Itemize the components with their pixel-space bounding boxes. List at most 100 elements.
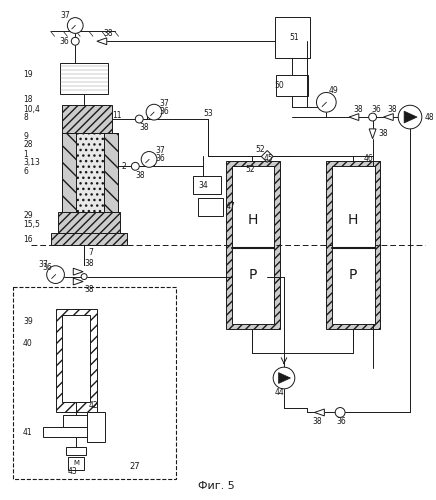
Circle shape: [273, 367, 295, 389]
Bar: [276, 74, 308, 96]
Text: 11: 11: [112, 110, 122, 120]
Text: P: P: [248, 268, 257, 281]
Bar: [66, 447, 86, 455]
Text: 53: 53: [203, 108, 213, 118]
Circle shape: [67, 18, 83, 34]
Circle shape: [141, 152, 157, 168]
Text: 37: 37: [61, 11, 70, 20]
Text: 3,13: 3,13: [23, 158, 40, 167]
Text: 7: 7: [88, 248, 93, 258]
Bar: [76, 133, 104, 212]
Text: 48: 48: [425, 112, 434, 122]
Text: 38: 38: [84, 260, 94, 268]
Bar: [61, 63, 108, 94]
Text: 36: 36: [59, 37, 69, 46]
Text: 38: 38: [139, 124, 149, 132]
Bar: [226, 162, 280, 329]
Bar: [62, 133, 76, 212]
Bar: [332, 166, 375, 324]
Text: 8: 8: [23, 112, 28, 122]
Text: 40: 40: [23, 339, 33, 348]
Text: 52: 52: [255, 145, 265, 154]
Bar: [13, 288, 176, 480]
Text: 37: 37: [155, 146, 165, 155]
Text: 42: 42: [89, 401, 99, 410]
Bar: [198, 198, 223, 216]
Polygon shape: [369, 129, 376, 138]
Text: 28: 28: [23, 140, 33, 149]
Polygon shape: [404, 111, 417, 123]
Bar: [104, 133, 118, 212]
Polygon shape: [73, 278, 83, 285]
Text: 36: 36: [159, 106, 169, 116]
Text: 51: 51: [289, 33, 299, 42]
Circle shape: [47, 266, 65, 283]
Text: 50: 50: [274, 81, 284, 90]
Text: 10,4: 10,4: [23, 104, 40, 114]
Circle shape: [135, 115, 143, 123]
Text: 27: 27: [129, 462, 140, 471]
Text: 38: 38: [135, 170, 145, 179]
Text: 36: 36: [371, 104, 382, 114]
Text: 38: 38: [313, 417, 322, 426]
Polygon shape: [73, 268, 83, 275]
Text: 46: 46: [364, 154, 374, 163]
Circle shape: [369, 113, 377, 121]
Text: 38: 38: [387, 104, 397, 114]
Text: 16: 16: [23, 234, 33, 244]
Text: 36: 36: [336, 417, 346, 426]
Text: 52: 52: [245, 165, 255, 174]
Text: H: H: [348, 214, 358, 228]
Text: H: H: [247, 214, 258, 228]
Bar: [87, 412, 105, 442]
Bar: [43, 427, 100, 437]
Bar: [232, 166, 274, 324]
Polygon shape: [383, 114, 393, 120]
Circle shape: [81, 274, 87, 280]
Bar: [63, 416, 89, 427]
Text: 44: 44: [275, 388, 285, 398]
Bar: [55, 309, 97, 412]
Polygon shape: [314, 409, 324, 416]
Polygon shape: [97, 38, 107, 44]
Text: Фиг. 5: Фиг. 5: [198, 482, 235, 492]
Text: 29: 29: [23, 211, 33, 220]
Text: 9: 9: [23, 132, 28, 141]
Text: 41: 41: [23, 428, 33, 436]
Bar: [68, 457, 84, 469]
Text: P: P: [349, 268, 357, 281]
Polygon shape: [279, 372, 290, 384]
Text: 37: 37: [159, 99, 169, 108]
Text: 34: 34: [198, 180, 208, 190]
Text: 36: 36: [155, 154, 165, 163]
Bar: [58, 212, 119, 234]
Circle shape: [72, 38, 79, 45]
Bar: [194, 176, 221, 194]
Bar: [62, 106, 112, 133]
Circle shape: [146, 104, 162, 120]
Bar: [62, 315, 90, 402]
Text: 6: 6: [23, 166, 28, 175]
Polygon shape: [261, 150, 273, 162]
Text: 38: 38: [378, 130, 388, 138]
Bar: [51, 234, 127, 245]
Circle shape: [398, 106, 422, 129]
Text: 49: 49: [328, 86, 338, 95]
Text: 47: 47: [226, 202, 235, 211]
Circle shape: [335, 408, 345, 418]
Text: 36: 36: [43, 263, 52, 272]
Text: 18: 18: [23, 95, 33, 104]
Text: 2: 2: [122, 162, 126, 171]
Circle shape: [131, 162, 139, 170]
Text: 1: 1: [23, 150, 28, 159]
Bar: [62, 133, 118, 212]
Bar: [275, 16, 310, 58]
Text: 19: 19: [23, 70, 33, 79]
Text: 38: 38: [104, 29, 113, 38]
Text: 15,5: 15,5: [23, 220, 40, 229]
Text: 43: 43: [68, 467, 77, 476]
Text: 39: 39: [23, 318, 33, 326]
Circle shape: [317, 92, 336, 112]
Bar: [326, 162, 381, 329]
Polygon shape: [349, 114, 359, 120]
